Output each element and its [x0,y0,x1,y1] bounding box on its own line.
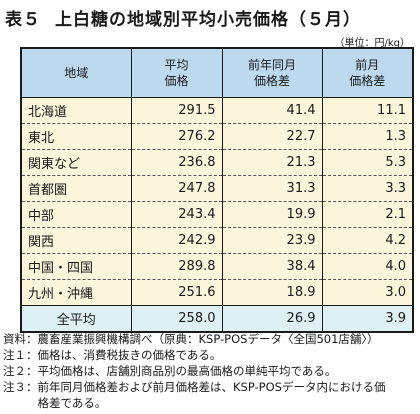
price-cell: 242.9 [130,227,222,254]
price-cell: 251.6 [130,279,222,306]
source-note: 資料： 農畜産業振興機構調べ（原典：KSP-POSデータ〈全国501店舗〉） [3,331,419,347]
mom-diff-cell: 11.1 [321,97,413,124]
price-cell: 289.8 [130,253,222,280]
table-row: 九州・沖縄 251.6 18.9 3.0 [21,279,413,306]
region-cell: 九州・沖縄 [21,279,131,306]
mom-diff-cell: 3.3 [321,175,413,202]
mom-diff-cell: 4.0 [321,253,413,280]
total-mom-diff-cell: 3.9 [321,305,413,332]
price-table: 地域 平均 価格 前年同月 価格差 前月 価格差 北海道 291.5 41.4 … [20,47,414,333]
table-row: 関西 242.9 23.9 4.2 [21,227,413,254]
header-region: 地域 [21,48,131,98]
header-yoy-line2: 価格差 [253,74,290,88]
note-1: 注１： 価格は、消費税抜きの価格である。 [3,347,419,363]
header-mom-line2: 価格差 [349,74,386,88]
note-text: 平均価格は、店舗別商品別の最高価格の単純平均である。 [37,364,337,378]
note-text: 農畜産業振興機構調べ（原典：KSP-POSデータ〈全国501店舗〉） [37,332,379,346]
table-row: 北海道 291.5 41.4 11.1 [21,97,413,124]
note-label: 注３： [3,380,38,394]
mom-diff-cell: 4.2 [321,227,413,254]
note-2: 注２： 平均価格は、店舗別商品別の最高価格の単純平均である。 [3,363,419,379]
yoy-diff-cell: 41.4 [221,97,322,124]
table-row: 中国・四国 289.8 38.4 4.0 [21,253,413,280]
header-price-line1: 平均 [164,58,189,72]
yoy-diff-cell: 23.9 [221,227,322,254]
mom-diff-cell: 3.0 [321,279,413,306]
note-text: 価格は、消費税抜きの価格である。 [37,348,222,362]
header-yoy-line1: 前年同月 [247,58,296,72]
header-price: 平均 価格 [130,48,222,98]
header-price-line2: 価格 [164,74,189,88]
total-price-cell: 258.0 [130,305,222,332]
price-cell: 276.2 [130,123,222,150]
note-label: 注１： [3,348,38,362]
mom-diff-cell: 5.3 [321,149,413,176]
region-cell: 中国・四国 [21,253,131,280]
note-label: 注２： [3,364,38,378]
total-yoy-diff-cell: 26.9 [221,305,322,332]
price-cell: 236.8 [130,149,222,176]
region-cell: 東北 [21,123,131,150]
notes: 資料： 農畜産業振興機構調べ（原典：KSP-POSデータ〈全国501店舗〉） 注１… [3,331,419,411]
region-cell: 中部 [21,201,131,228]
yoy-diff-cell: 21.3 [221,149,322,176]
table-number: 表５ [5,10,41,30]
table-title-text: 上白糖の地域別平均小売価格（５月） [55,10,361,30]
note-label: 資料： [3,332,38,346]
region-cell: 首都圏 [21,175,131,202]
unit-label: （単位：円/kg） [334,38,410,49]
header-mom-line1: 前月 [355,58,380,72]
yoy-diff-cell: 38.4 [221,253,322,280]
total-region-cell: 全平均 [21,305,131,332]
note-text: 前年同月価格差および前月価格差は、KSP-POSデータ内における価格差である。 [37,380,386,410]
table-row: 中部 243.4 19.9 2.1 [21,201,413,228]
yoy-diff-cell: 22.7 [221,123,322,150]
region-cell: 北海道 [21,97,131,124]
yoy-diff-cell: 31.3 [221,175,322,202]
mom-diff-cell: 2.1 [321,201,413,228]
yoy-diff-cell: 18.9 [221,279,322,306]
table-row: 東北 276.2 22.7 1.3 [21,123,413,150]
yoy-diff-cell: 19.9 [221,201,322,228]
price-cell: 247.8 [130,175,222,202]
region-cell: 関東など [21,149,131,176]
total-row: 全平均 258.0 26.9 3.9 [21,305,413,332]
note-3: 注３： 前年同月価格差および前月価格差は、KSP-POSデータ内における価格差であ… [3,379,419,411]
table-row: 首都圏 247.8 31.3 3.3 [21,175,413,202]
table-row: 関東など 236.8 21.3 5.3 [21,149,413,176]
header-mom: 前月 価格差 [321,48,413,98]
header-row: 地域 平均 価格 前年同月 価格差 前月 価格差 [21,48,413,98]
region-cell: 関西 [21,227,131,254]
table-title: 表５ 上白糖の地域別平均小売価格（５月） [5,5,361,30]
price-cell: 243.4 [130,201,222,228]
header-yoy: 前年同月 価格差 [221,48,322,98]
price-cell: 291.5 [130,97,222,124]
mom-diff-cell: 1.3 [321,123,413,150]
